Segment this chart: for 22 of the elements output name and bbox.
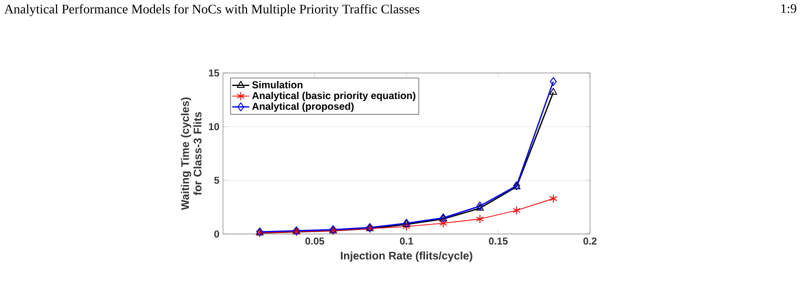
legend-label: Simulation [252,81,302,88]
x-tick-label: 0.15 [488,238,508,245]
point [549,88,558,95]
point [439,218,448,228]
y-axis-title: Waiting Time (cycles) for Class-3 Flits [180,97,202,210]
point [512,206,521,215]
x-tick-label: 0.1 [400,238,414,245]
legend-label: Analytical (basic priority equation) [252,92,416,102]
x-axis-title: Injection Rate (flits/cycle) [340,251,472,262]
point [402,222,410,231]
y-tick-label: 0 [214,230,220,238]
y-tick-label: 15 [208,70,220,76]
x-tick-label: 0.05 [305,238,324,245]
legend-label: Analytical (proposed) [252,102,354,112]
point [476,214,484,224]
y-tick-label: 5 [214,176,220,184]
text: 1:9 [781,4,796,13]
y-tick-label: 10 [208,123,220,130]
x-tick-label: 0.2 [583,238,597,245]
point [550,77,557,86]
text: Analytical Performance Models for NoCs with Multiple Priority Traffic Classes [4,4,420,16]
point [549,194,558,204]
